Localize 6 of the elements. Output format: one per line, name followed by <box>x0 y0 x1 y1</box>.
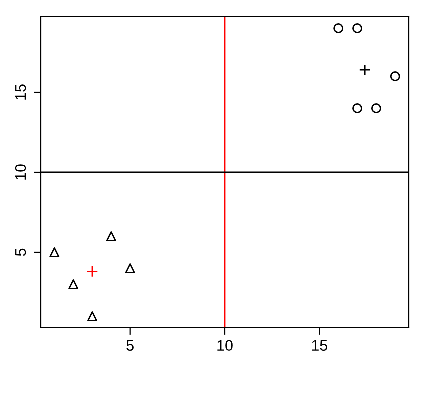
x-tick-label: 15 <box>312 340 328 352</box>
y-tick-label: 10 <box>15 164 26 180</box>
y-tick-label: 15 <box>16 84 26 100</box>
x-tick-label: 10 <box>218 340 233 352</box>
x-tick-label: 5 <box>126 340 134 352</box>
y-tick-label: 5 <box>16 248 26 256</box>
